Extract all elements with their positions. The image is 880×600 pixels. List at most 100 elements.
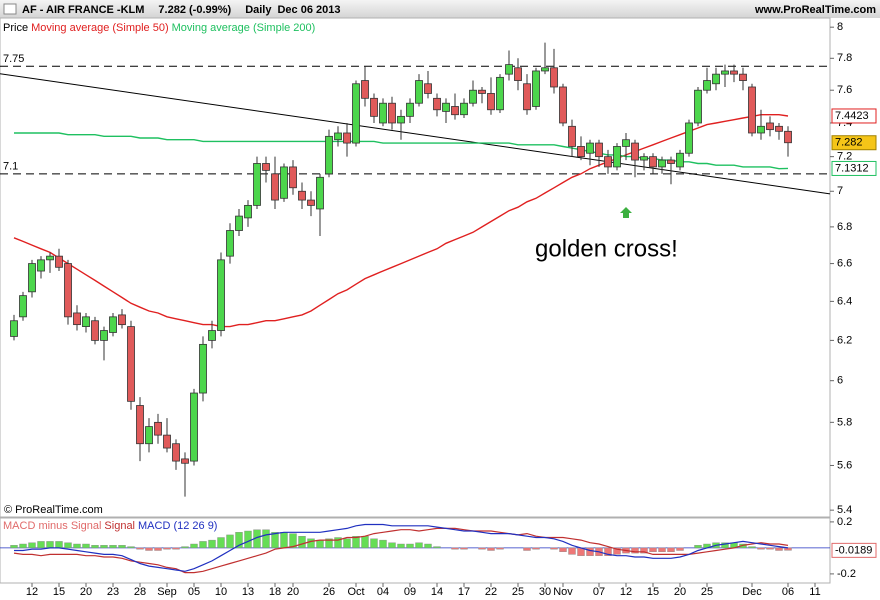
candle-body <box>64 263 72 318</box>
candle-body <box>577 146 585 158</box>
histogram-bar <box>352 536 360 549</box>
arrow-up <box>620 207 632 218</box>
period: Daily <box>245 4 272 16</box>
candle-body <box>784 130 792 144</box>
candle-body <box>253 163 261 206</box>
candle-body <box>505 64 513 75</box>
x-tick-label: 06 <box>782 586 794 598</box>
candle-body <box>127 326 135 402</box>
candle-body <box>388 102 396 124</box>
candle-body <box>190 392 198 462</box>
x-tick-label: 05 <box>188 586 200 598</box>
candle-body <box>199 343 207 394</box>
candle-body <box>352 83 360 144</box>
histogram-bar <box>775 547 783 551</box>
ma50-last: 7.4423 <box>835 110 869 122</box>
y-tick-label: -0.2 <box>837 568 856 580</box>
histogram-bar <box>172 547 180 550</box>
candle-body <box>730 70 738 75</box>
x-tick-label: 04 <box>377 586 389 598</box>
candle-body <box>145 426 153 445</box>
candle-body <box>334 132 342 141</box>
quote: 7.282 (-0.99%) <box>158 4 231 16</box>
x-tick-label: 28 <box>134 586 146 598</box>
price-last-box <box>831 135 877 151</box>
x-tick-label: 23 <box>107 586 119 598</box>
candle-body <box>298 190 306 201</box>
annotation: golden cross! <box>535 235 678 262</box>
x-tick-label: Dec <box>742 586 762 598</box>
candle-body <box>280 166 288 199</box>
histogram-bar <box>181 546 189 549</box>
header: AF - AIR FRANCE -KLM 7.282 (-0.99%) Daily D… <box>22 4 340 16</box>
histogram-bar <box>208 539 216 549</box>
candle-body <box>613 146 621 168</box>
histogram-bar <box>415 542 423 549</box>
candle-body <box>721 70 729 75</box>
histogram-bar <box>334 537 342 549</box>
histogram-bar <box>190 543 198 549</box>
candle-body <box>487 93 495 111</box>
x-tick-label: 14 <box>431 586 443 598</box>
candle-body <box>523 83 531 111</box>
y-tick-label: 7.8 <box>837 52 852 64</box>
macd-line <box>14 523 789 572</box>
candle-body <box>496 76 504 111</box>
legend-ma200: Moving average (Simple 200) <box>172 22 316 34</box>
candle-body <box>478 89 486 94</box>
candle-body <box>19 295 27 318</box>
histogram-bar <box>343 538 351 549</box>
histogram-bar <box>280 532 288 549</box>
histogram-bar <box>55 541 63 549</box>
histogram-bar <box>766 547 774 550</box>
histogram-bar <box>658 547 666 553</box>
histogram-bar <box>46 541 54 549</box>
candle-body <box>550 67 558 88</box>
candle-body <box>667 159 675 164</box>
histogram-bar <box>694 545 702 549</box>
candle-body <box>55 255 63 268</box>
candle-body <box>685 122 693 154</box>
histogram-bar <box>784 547 792 551</box>
x-tick-label: 30 <box>539 586 551 598</box>
hist-last: -0.0189 <box>835 544 872 556</box>
ma200-last-box <box>831 160 877 176</box>
x-tick-label: 22 <box>485 586 497 598</box>
histogram-bar <box>154 547 162 551</box>
x-tick-label: 20 <box>674 586 686 598</box>
histogram-bar <box>73 543 81 549</box>
moving-average <box>14 132 789 170</box>
macd-line <box>13 527 789 574</box>
histogram-bar <box>559 547 567 553</box>
y-tick-label: 0.2 <box>837 516 852 528</box>
candle-body <box>397 115 405 124</box>
x-tick-label: 20 <box>80 586 92 598</box>
price-last: 7.282 <box>835 137 863 149</box>
y-tick-label: 5.4 <box>837 504 852 516</box>
x-tick-label: 20 <box>287 586 299 598</box>
trend-line <box>0 73 831 195</box>
macd-panel <box>0 517 831 584</box>
date: Dec 06 2013 <box>277 4 340 16</box>
x-tick-label: Nov <box>553 586 573 598</box>
candle-body <box>235 215 243 231</box>
histogram-bar <box>586 547 594 556</box>
candle-body <box>46 255 54 261</box>
candle-body <box>217 259 225 331</box>
candle-body <box>433 97 441 111</box>
histogram-bar <box>28 542 36 549</box>
candle-body <box>658 159 666 168</box>
candle-body <box>631 142 639 161</box>
candle-body <box>379 102 387 124</box>
y-tick-label: 7 <box>837 185 843 197</box>
y-tick-label: 6.8 <box>837 221 852 233</box>
histogram-bar <box>640 547 648 554</box>
x-tick-label: Oct <box>347 586 364 598</box>
candle-body <box>694 89 702 124</box>
candle-body <box>595 142 603 158</box>
candle-body <box>370 97 378 117</box>
candle-body <box>244 204 252 219</box>
macd-legend: MACD minus Signal Signal MACD (12 26 9) <box>3 520 217 532</box>
histogram-bar <box>523 547 531 551</box>
x-tick-label: 17 <box>458 586 470 598</box>
